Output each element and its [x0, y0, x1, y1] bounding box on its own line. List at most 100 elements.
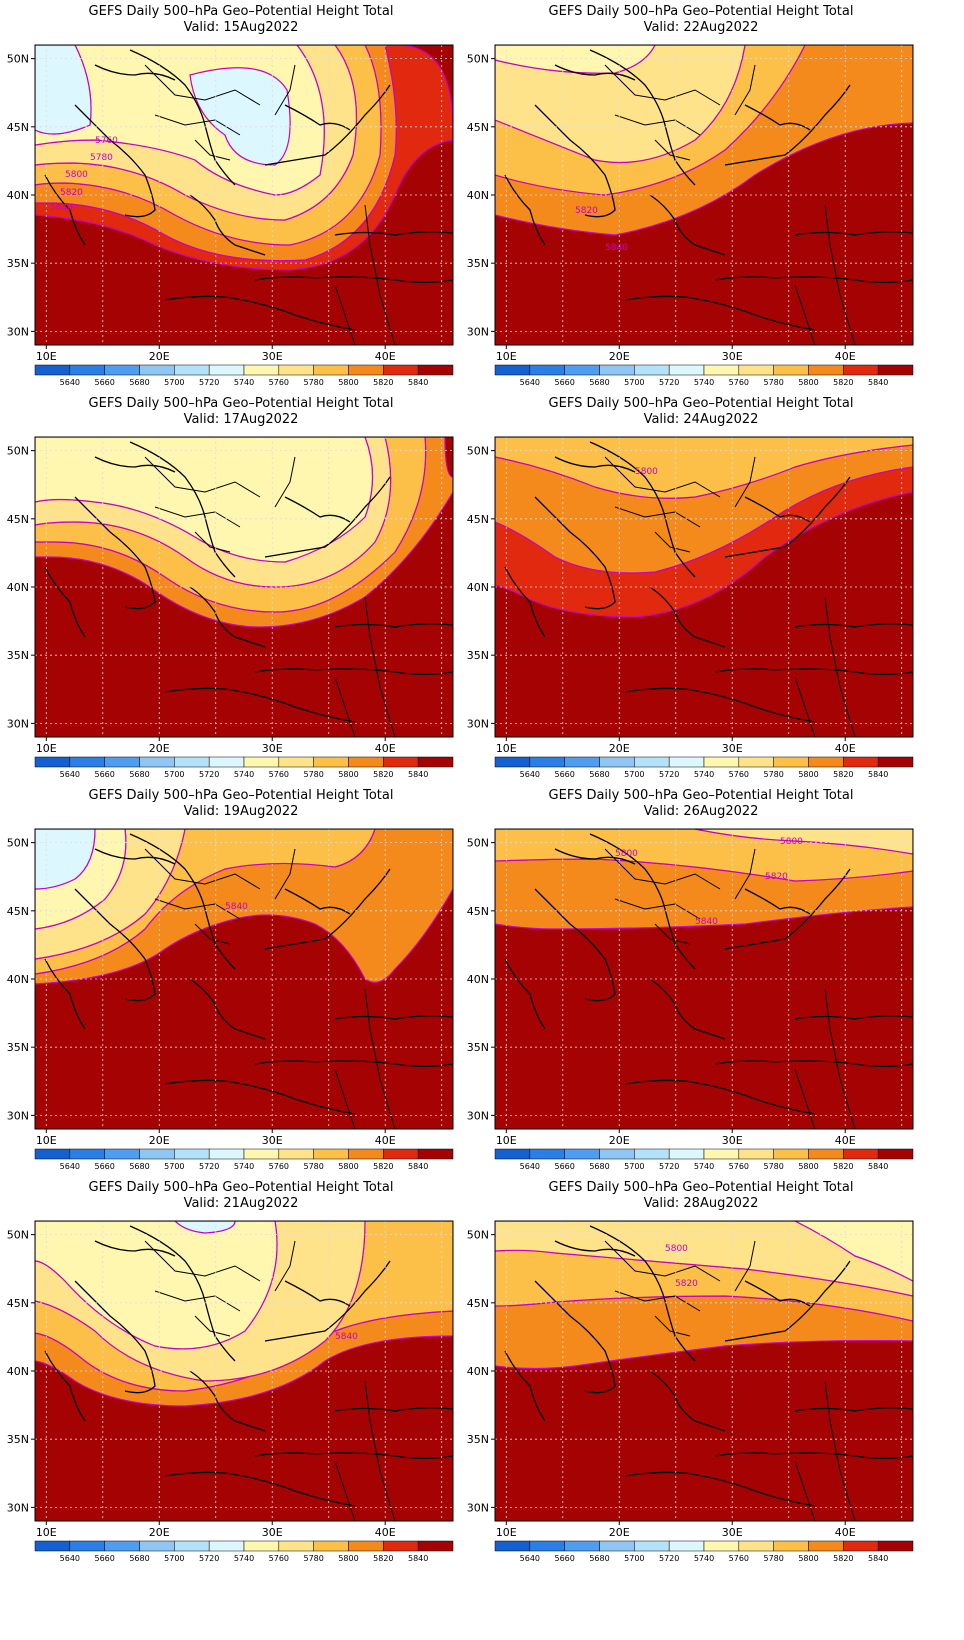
lat-tick-label: 30N — [7, 717, 29, 730]
country-border — [364, 1380, 396, 1521]
country-border — [794, 676, 816, 737]
colorbar-swatch — [208, 364, 245, 376]
colorbar-swatch — [104, 364, 140, 376]
colorbar-label: 5680 — [589, 770, 609, 779]
coastline — [264, 84, 391, 166]
colorbar-swatch — [174, 756, 210, 768]
colorbar-label: 5740 — [694, 1162, 714, 1171]
coastline — [724, 476, 851, 558]
colorbar-swatch — [278, 364, 314, 376]
colorbar-swatch — [634, 364, 670, 376]
colorbar-label: 5660 — [94, 770, 114, 779]
colorbar-swatch — [243, 756, 280, 768]
coastline — [129, 49, 236, 186]
coastline — [589, 441, 696, 578]
colorbar-swatch — [843, 756, 879, 768]
colorbar-swatch — [34, 756, 71, 768]
colorbar-swatch — [738, 1540, 774, 1552]
height-band — [794, 1221, 913, 1282]
colorbar-swatch — [843, 1148, 879, 1160]
country-border — [154, 1290, 241, 1312]
geopotential-height-contour-map: 5840 50N 45N 40N 35N 30N 10E 20E 30E 40E 5640 5660 5… — [7, 1220, 454, 1563]
colorbar-swatch — [773, 1148, 809, 1160]
coastline — [164, 687, 356, 723]
colorbar-swatch — [313, 1148, 349, 1160]
lon-tick-label: 30E — [722, 1526, 743, 1539]
coastline — [254, 276, 453, 284]
geopotential-height-contour-map: 5800 5800 5820 5840 50N 45N 40N 35N 30N 10E 20E 30E… — [467, 828, 914, 1171]
lat-tick-label: 50N — [7, 1229, 29, 1242]
panel-valid-date: Valid: 21Aug2022 — [183, 1196, 299, 1211]
lon-tick-label: 10E — [36, 742, 57, 755]
lat-tick-label: 35N — [467, 1041, 489, 1054]
coastline — [649, 1370, 726, 1432]
colorbar-label: 5820 — [373, 1554, 393, 1563]
colorbar-swatch — [174, 1540, 210, 1552]
coastline — [554, 456, 636, 473]
colorbar-swatch — [599, 1148, 635, 1160]
coastline — [254, 1060, 453, 1068]
coastline — [284, 888, 351, 915]
colorbar-swatch — [139, 1540, 175, 1552]
panel-valid-date: Valid: 17Aug2022 — [183, 412, 299, 427]
colorbar-label: 5780 — [763, 770, 783, 779]
coastline — [94, 1240, 176, 1257]
colorbar-label: 5840 — [868, 770, 888, 779]
coastline — [129, 833, 236, 970]
coastline — [74, 1280, 156, 1394]
map-panel: GEFS Daily 500–hPa Geo–Potential Height … — [0, 0, 482, 410]
panel-title: GEFS Daily 500–hPa Geo–Potential Height … — [88, 396, 394, 411]
map-panel: GEFS Daily 500–hPa Geo–Potential Height … — [0, 392, 482, 802]
coastline — [724, 1260, 851, 1342]
colorbar-label: 5740 — [694, 1554, 714, 1563]
colorbar-swatch — [208, 1148, 245, 1160]
colorbar-swatch — [668, 1540, 705, 1552]
coastline — [714, 1452, 913, 1460]
coastline — [534, 104, 616, 218]
coastline — [284, 104, 351, 131]
lon-tick-label: 30E — [262, 1526, 283, 1539]
contour-label: 5840 — [225, 902, 248, 912]
colorbar-label: 5680 — [129, 1162, 149, 1171]
coastline — [189, 194, 266, 256]
country-border — [734, 64, 756, 116]
colorbar-label: 5820 — [833, 770, 853, 779]
coastline — [589, 1225, 696, 1362]
colorbar-label: 5720 — [199, 1554, 219, 1563]
colorbar-label: 5640 — [60, 1162, 80, 1171]
country-border — [614, 1290, 701, 1312]
country-border — [144, 848, 261, 890]
colorbar-label: 5760 — [729, 378, 749, 387]
colorbar-label: 5720 — [199, 1162, 219, 1171]
lat-tick-label: 35N — [467, 257, 489, 270]
colorbar-label: 5840 — [408, 1162, 428, 1171]
colorbar-label: 5800 — [338, 378, 358, 387]
colorbar-label: 5760 — [729, 770, 749, 779]
coastline — [744, 1280, 811, 1307]
country-border — [604, 64, 721, 106]
lon-tick-label: 10E — [496, 742, 517, 755]
colorbar-swatch — [243, 364, 280, 376]
lon-tick-label: 40E — [835, 350, 856, 363]
lat-tick-label: 45N — [467, 1297, 489, 1310]
colorbar-swatch — [69, 364, 105, 376]
country-border — [274, 848, 296, 900]
coastline — [744, 104, 811, 131]
country-border — [144, 456, 261, 498]
lon-tick-label: 30E — [722, 742, 743, 755]
coastline — [284, 1280, 351, 1307]
colorbar-swatch — [877, 364, 914, 376]
country-border — [824, 1380, 856, 1521]
colorbar-swatch — [599, 756, 635, 768]
lon-tick-label: 30E — [262, 350, 283, 363]
colorbar-swatch — [808, 1148, 844, 1160]
geopotential-height-contour-map: 5820 5840 50N 45N 40N 35N 30N 10E 20E 30E 40E 5640 5… — [467, 44, 914, 387]
lon-tick-label: 10E — [36, 1526, 57, 1539]
colorbar-swatch — [738, 364, 774, 376]
colorbar-label: 5780 — [303, 378, 323, 387]
colorbar-label: 5640 — [60, 770, 80, 779]
coastline — [189, 978, 266, 1040]
lon-tick-label: 40E — [375, 742, 396, 755]
map-panel: GEFS Daily 500–hPa Geo–Potential Height … — [460, 1176, 942, 1586]
colorbar-swatch — [69, 1148, 105, 1160]
